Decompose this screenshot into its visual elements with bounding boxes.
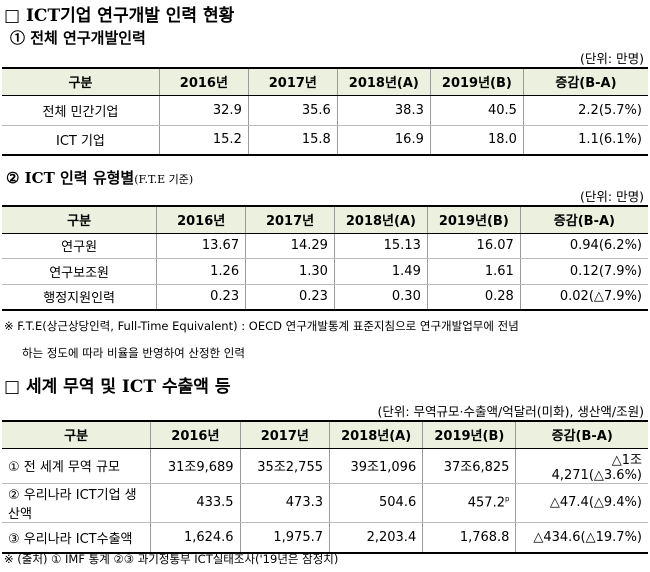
cell: 457.2p	[422, 483, 517, 523]
cell: 2,203.4	[328, 522, 424, 554]
cell: 31조9,689	[150, 448, 241, 484]
cell: 1,768.8	[422, 522, 517, 554]
cell: 0.23	[245, 284, 335, 311]
unit: (단위: 무역규모·수출액/억달러(미화), 생산액/조원)	[377, 404, 644, 419]
cell: △434.6(△19.7%)	[515, 522, 648, 554]
header-cell: 2019년(B)	[426, 205, 521, 234]
cell: 2.2(5.7%)	[522, 95, 648, 126]
cell: 연구보조원	[2, 258, 158, 285]
cell: 1.30	[245, 258, 335, 285]
cell: 39조1,096	[328, 448, 424, 484]
header-row: 구분 2016년 2017년 2018년(A) 2019년(B) 증감(B-A)	[2, 205, 648, 234]
section-title: □ ICT기업 연구개발 인력 현황	[4, 6, 235, 26]
cell: 0.30	[333, 284, 428, 311]
header-cell: 증감(B-A)	[522, 67, 648, 96]
header-cell: 증감(B-A)	[519, 205, 648, 234]
cell: 40.5	[429, 95, 524, 126]
header-cell: 2019년(B)	[429, 67, 524, 96]
cell: 0.12(7.9%)	[519, 258, 648, 285]
cell: 전체 민간기업	[2, 95, 160, 126]
cell: 32.9	[158, 95, 249, 126]
cell: 35조2,755	[239, 448, 331, 484]
cell: 0.23	[156, 284, 247, 311]
cell: 0.02(△7.9%)	[519, 284, 648, 311]
sub-title: ② ICT 인력 유형별(F.T.E 기준)	[6, 167, 193, 188]
cell: 433.5	[150, 483, 241, 523]
cell: 15.8	[247, 125, 338, 156]
section-title: □ 세계 무역 및 ICT 수출액 등	[4, 377, 231, 397]
cell: 0.94(6.2%)	[519, 233, 648, 259]
cell: 473.3	[239, 483, 331, 523]
header-cell: 2019년(B)	[422, 420, 517, 449]
cell: 행정지원인력	[2, 284, 158, 311]
cell: ② 우리나라 ICT기업 생산액	[2, 483, 152, 523]
row: 연구보조원 1.26 1.30 1.49 1.61 0.12(7.9%)	[2, 258, 648, 285]
row: ③ 우리나라 ICT수출액 1,624.6 1,975.7 2,203.4 1,768.…	[2, 522, 648, 554]
table: 구분 2016년 2017년 2018년(A) 2019년(B) 증감(B-A) ① 전 세…	[2, 420, 648, 554]
cell: 1.1(6.1%)	[522, 125, 648, 156]
header-cell: 2017년	[239, 420, 331, 449]
header-cell: 구분	[2, 67, 160, 96]
header-row: 구분 2016년 2017년 2018년(A) 2019년(B) 증감(B-A)	[2, 420, 648, 449]
header-cell: 2018년(A)	[333, 205, 428, 234]
cell: 연구원	[2, 233, 158, 259]
cell: 0.28	[426, 284, 521, 311]
header-cell: 2018년(A)	[336, 67, 431, 96]
cell: 35.6	[247, 95, 338, 126]
row: 연구원 13.67 14.29 15.13 16.07 0.94(6.2%)	[2, 233, 648, 259]
cell: 18.0	[429, 125, 524, 156]
cell: 13.67	[156, 233, 247, 259]
note: 하는 정도에 따라 비율을 반영하여 산정한 인력	[22, 346, 245, 360]
header-cell: 2016년	[156, 205, 247, 234]
sub-title-note: (F.T.E 기준)	[134, 173, 194, 186]
row: ② 우리나라 ICT기업 생산액 433.5 473.3 504.6 457.2p △47…	[2, 483, 648, 523]
cell: 1,975.7	[239, 522, 331, 554]
cell: 38.3	[336, 95, 431, 126]
cell: △47.4(△9.4%)	[515, 483, 648, 523]
cell: ③ 우리나라 ICT수출액	[2, 522, 152, 554]
unit: (단위: 만명)	[580, 189, 644, 204]
row: 전체 민간기업 32.9 35.6 38.3 40.5 2.2(5.7%)	[2, 95, 648, 126]
cell: 37조6,825	[422, 448, 517, 484]
cell: 504.6	[328, 483, 424, 523]
table: 구분 2016년 2017년 2018년(A) 2019년(B) 증감(B-A) 전체 민간…	[2, 67, 648, 156]
cell: 1.61	[426, 258, 521, 285]
row: ICT 기업 15.2 15.8 16.9 18.0 1.1(6.1%)	[2, 125, 648, 156]
unit: (단위: 만명)	[580, 51, 644, 66]
sub-title-text: ② ICT 인력 유형별	[6, 169, 135, 187]
cell: 1.49	[333, 258, 428, 285]
header-cell: 2017년	[245, 205, 335, 234]
footnote: ※ (출처) ① IMF 통계 ②③ 과기정통부 ICT실태조사('19년은 잠…	[4, 552, 339, 566]
cell: 16.07	[426, 233, 521, 259]
sub-title: ① 전체 연구개발인력	[10, 29, 146, 47]
note: ※ F.T.E(상근상당인력, Full-Time Equivalent) : …	[4, 319, 519, 333]
cell: ICT 기업	[2, 125, 160, 156]
cell: ① 전 세계 무역 규모	[2, 448, 152, 484]
header-row: 구분 2016년 2017년 2018년(A) 2019년(B) 증감(B-A)	[2, 67, 648, 96]
cell: 16.9	[336, 125, 431, 156]
header-cell: 구분	[2, 420, 152, 449]
header-cell: 2018년(A)	[328, 420, 424, 449]
header-cell: 증감(B-A)	[515, 420, 648, 449]
cell: 15.2	[158, 125, 249, 156]
header-cell: 2016년	[150, 420, 241, 449]
header-cell: 2017년	[247, 67, 338, 96]
superscript: p	[504, 494, 510, 503]
cell: △1조4,271(△3.6%)	[515, 448, 648, 484]
header-cell: 2016년	[158, 67, 249, 96]
cell: 1.26	[156, 258, 247, 285]
cell: 1,624.6	[150, 522, 241, 554]
cell: 15.13	[333, 233, 428, 259]
cell-text: 457.2	[467, 495, 505, 511]
header-cell: 구분	[2, 205, 158, 234]
cell: 14.29	[245, 233, 335, 259]
row: ① 전 세계 무역 규모 31조9,689 35조2,755 39조1,096 37조6…	[2, 448, 648, 484]
row: 행정지원인력 0.23 0.23 0.30 0.28 0.02(△7.9%)	[2, 284, 648, 311]
table: 구분 2016년 2017년 2018년(A) 2019년(B) 증감(B-A) 연구원 13…	[2, 205, 648, 311]
